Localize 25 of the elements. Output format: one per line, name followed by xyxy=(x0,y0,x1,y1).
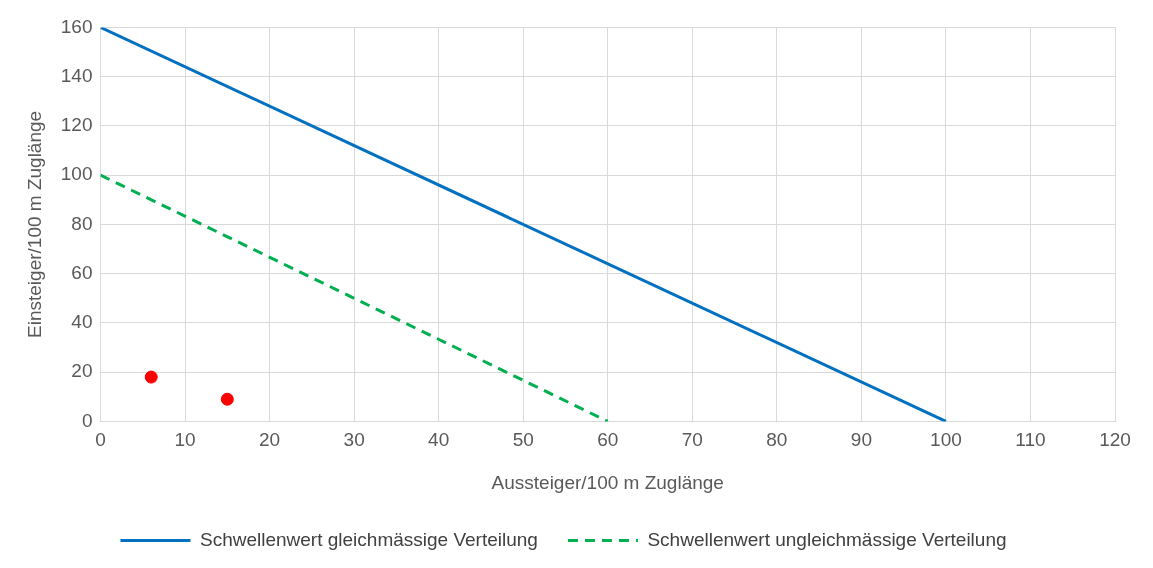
y-tick-label: 120 xyxy=(60,114,93,136)
y-tick-label: 20 xyxy=(71,360,93,382)
x-tick-label: 50 xyxy=(512,429,534,451)
x-tick-label: 100 xyxy=(930,429,962,451)
y-tick-label: 60 xyxy=(71,261,93,283)
y-tick-label: 80 xyxy=(71,212,93,234)
x-axis-title: Aussteiger/100 m Zuglänge xyxy=(491,471,724,493)
x-tick-label: 110 xyxy=(1015,429,1046,451)
x-tick-label: 60 xyxy=(597,429,619,451)
y-tick-label: 160 xyxy=(60,15,93,37)
x-tick-label: 10 xyxy=(174,429,196,451)
x-tick-label: 90 xyxy=(850,429,872,451)
legend-label: Schwellenwert ungleichmässige Verteilung xyxy=(647,528,1007,550)
y-tick-label: 0 xyxy=(81,409,93,431)
x-tick-label: 20 xyxy=(259,429,281,451)
x-tick-label: 70 xyxy=(681,429,703,451)
x-tick-label: 30 xyxy=(343,429,365,451)
x-tick-label: 40 xyxy=(428,429,450,451)
y-tick-label: 140 xyxy=(60,64,93,86)
x-tick-label: 120 xyxy=(1099,429,1131,451)
y-axis-title: Einsteiger/100 m Zuglänge xyxy=(23,110,45,338)
legend-label: Schwellenwert gleichmässige Verteilung xyxy=(199,528,538,550)
y-tick-label: 100 xyxy=(60,163,93,185)
y-tick-label: 40 xyxy=(71,311,93,333)
x-tick-label: 80 xyxy=(766,429,788,451)
